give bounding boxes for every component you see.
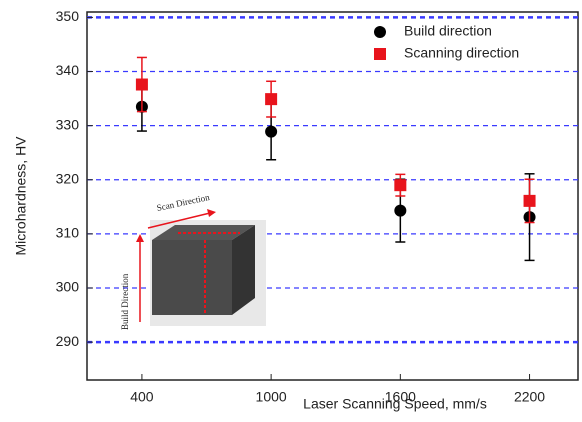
legend-marker (374, 48, 386, 60)
legend-marker (374, 26, 386, 38)
y-tick-label: 330 (56, 116, 80, 132)
x-tick-label: 1000 (256, 389, 287, 405)
y-tick-label: 310 (56, 225, 80, 241)
point (265, 126, 277, 138)
point (136, 79, 148, 91)
x-tick-label: 1600 (385, 389, 416, 405)
point (394, 179, 406, 191)
chart: Scan Direction Build Direction Laser Sca… (0, 0, 582, 417)
y-tick-label: 350 (56, 8, 80, 24)
point (265, 93, 277, 105)
x-tick-label: 2200 (514, 389, 545, 405)
y-tick-label: 320 (56, 170, 80, 186)
cube-front (152, 240, 232, 315)
y-tick-label: 290 (56, 333, 80, 349)
legend-label: Build direction (404, 23, 492, 39)
y-tick-label: 340 (56, 62, 80, 78)
x-tick-label: 400 (130, 389, 154, 405)
y-axis-label: Microhardness, HV (13, 136, 29, 256)
point (394, 205, 406, 217)
annotation: Build Direction (120, 273, 130, 330)
y-tick-label: 300 (56, 279, 80, 295)
point (524, 195, 536, 207)
legend-label: Scanning direction (404, 45, 519, 61)
